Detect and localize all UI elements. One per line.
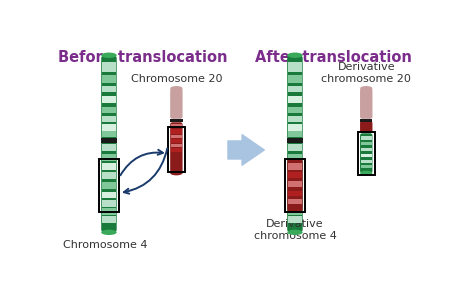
Bar xyxy=(102,116,116,122)
FancyBboxPatch shape xyxy=(360,122,373,132)
Bar xyxy=(288,181,302,187)
Bar xyxy=(288,96,302,103)
Bar xyxy=(288,199,302,204)
Bar xyxy=(361,148,372,151)
FancyBboxPatch shape xyxy=(360,133,373,173)
Ellipse shape xyxy=(170,86,183,91)
Ellipse shape xyxy=(101,52,117,58)
Bar xyxy=(361,154,372,157)
Ellipse shape xyxy=(101,230,117,235)
Bar xyxy=(288,154,302,160)
Bar xyxy=(171,144,182,147)
Text: Derivative
chromosome 20: Derivative chromosome 20 xyxy=(321,62,411,84)
FancyBboxPatch shape xyxy=(287,159,303,212)
FancyArrowPatch shape xyxy=(121,150,163,175)
Bar xyxy=(171,134,182,138)
Bar xyxy=(288,144,302,151)
Bar xyxy=(102,144,116,151)
FancyBboxPatch shape xyxy=(360,88,373,119)
Bar xyxy=(99,159,119,212)
Ellipse shape xyxy=(170,171,183,176)
Bar xyxy=(288,172,302,178)
Bar xyxy=(168,127,185,172)
Bar xyxy=(102,216,116,223)
Bar xyxy=(102,124,116,131)
Bar xyxy=(171,129,182,134)
Bar xyxy=(102,106,116,113)
Bar xyxy=(361,136,372,140)
Bar xyxy=(102,192,116,198)
Bar xyxy=(288,172,302,179)
Bar xyxy=(102,131,116,137)
Bar xyxy=(102,200,116,207)
FancyArrowPatch shape xyxy=(124,148,167,194)
Bar xyxy=(358,132,375,175)
Bar xyxy=(288,116,302,122)
Bar xyxy=(288,106,302,113)
Bar xyxy=(361,142,372,145)
FancyBboxPatch shape xyxy=(101,55,117,232)
Bar xyxy=(288,182,302,189)
Bar xyxy=(101,139,117,143)
Bar xyxy=(288,190,302,196)
Bar xyxy=(361,165,372,168)
FancyBboxPatch shape xyxy=(170,88,183,119)
Bar xyxy=(171,124,182,128)
Bar xyxy=(288,216,302,223)
Bar xyxy=(288,200,302,207)
Bar xyxy=(102,163,116,170)
Text: Chromosome 4: Chromosome 4 xyxy=(63,240,147,250)
Text: Chromosome 20: Chromosome 20 xyxy=(130,74,222,84)
Ellipse shape xyxy=(287,230,303,235)
Bar xyxy=(102,62,116,72)
Ellipse shape xyxy=(287,52,303,58)
Bar xyxy=(288,75,302,83)
Ellipse shape xyxy=(360,171,373,176)
Text: After translocation: After translocation xyxy=(255,50,412,65)
Bar xyxy=(102,96,116,103)
Bar xyxy=(285,159,305,212)
Bar xyxy=(102,182,116,189)
Bar xyxy=(287,139,303,143)
Bar xyxy=(102,75,116,83)
FancyBboxPatch shape xyxy=(170,122,183,173)
Bar xyxy=(102,86,116,92)
FancyBboxPatch shape xyxy=(287,55,303,232)
Bar xyxy=(288,131,302,137)
Bar xyxy=(361,160,372,163)
Bar xyxy=(288,86,302,92)
Bar xyxy=(288,164,302,170)
Bar xyxy=(171,148,182,152)
Text: Derivative
chromosome 4: Derivative chromosome 4 xyxy=(253,219,337,241)
Bar xyxy=(361,122,372,132)
Ellipse shape xyxy=(360,86,373,91)
Bar xyxy=(288,163,302,170)
Bar xyxy=(288,192,302,198)
Bar xyxy=(288,62,302,72)
Text: Before translocation: Before translocation xyxy=(58,50,228,65)
Bar xyxy=(360,119,373,122)
Bar xyxy=(102,208,116,214)
Bar xyxy=(171,139,182,142)
Bar xyxy=(102,154,116,160)
Bar xyxy=(102,172,116,179)
Bar xyxy=(288,208,302,214)
Bar xyxy=(170,119,183,122)
FancyArrowPatch shape xyxy=(228,135,264,165)
Bar xyxy=(288,124,302,131)
